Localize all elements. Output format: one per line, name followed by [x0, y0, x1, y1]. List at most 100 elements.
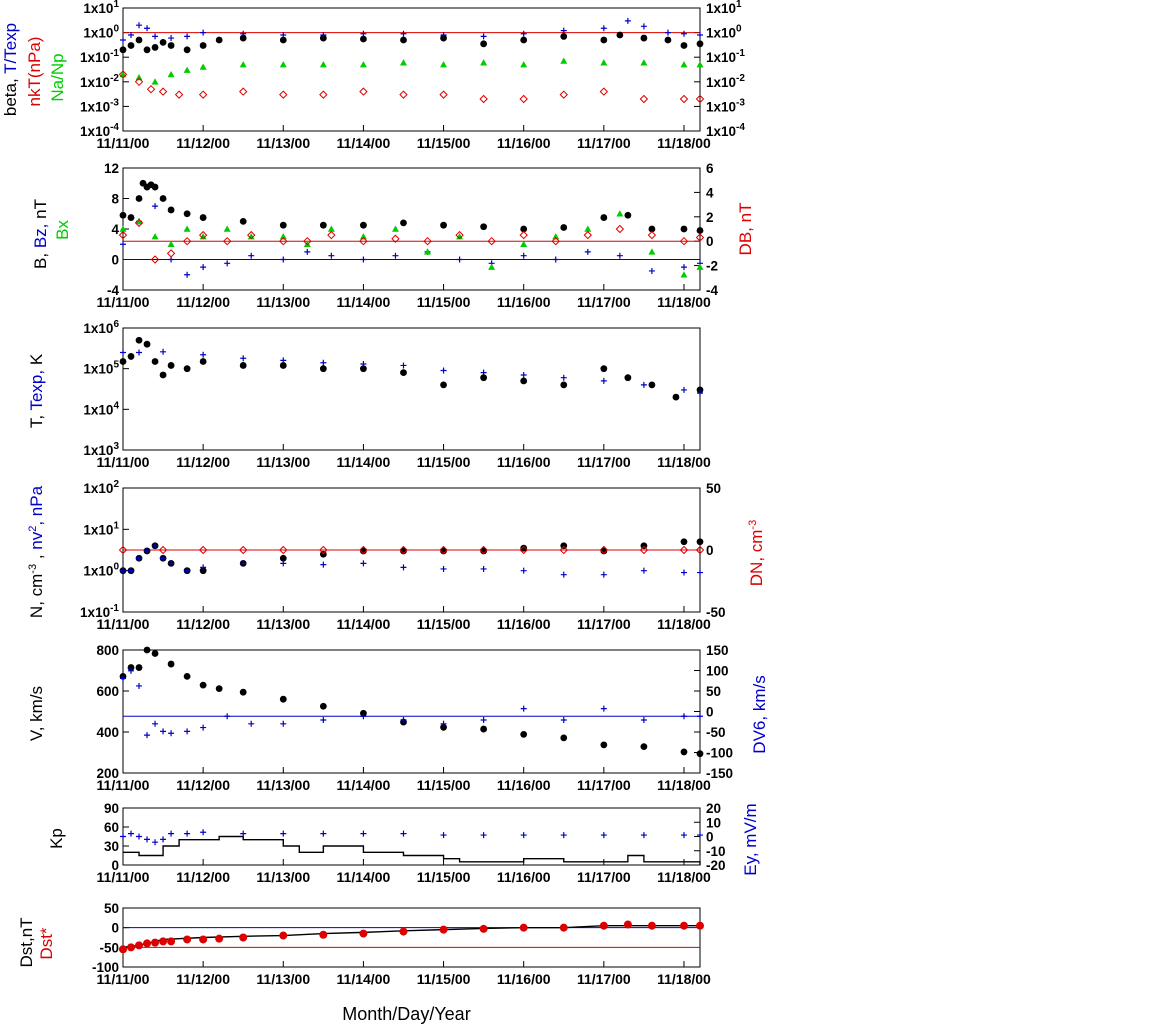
data-point-p5-1 [360, 713, 367, 720]
data-point-p5-1 [128, 667, 135, 674]
ylabel-right-part: DV6, km/s [750, 675, 769, 753]
xtick-label: 11/17/00 [577, 454, 631, 470]
data-point-p1-3 [198, 90, 208, 99]
data-point-p5-0 [135, 664, 143, 671]
data-point-p6-1 [136, 833, 143, 840]
data-point-p2-1 [552, 256, 559, 263]
ytick-label-right: -50 [706, 605, 726, 620]
data-point-p1-0 [167, 42, 175, 49]
data-point-p2-0 [696, 227, 704, 234]
xtick-label: 11/12/00 [176, 971, 230, 987]
ytick-label-left: -100 [92, 960, 119, 975]
data-point-p1-0 [119, 46, 127, 54]
data-point-p2-1 [200, 264, 207, 271]
data-point-p1-2 [640, 59, 648, 66]
data-point-p2-0 [151, 183, 159, 191]
data-point-p3-0 [360, 365, 367, 373]
ylabel-left-part: Bz, [31, 219, 50, 248]
data-point-p7-1 [399, 927, 408, 936]
data-point-p2-2 [584, 225, 592, 232]
data-point-p6-1 [144, 836, 151, 843]
data-point-p1-1 [480, 33, 487, 40]
data-point-p4-1 [480, 565, 487, 572]
data-point-p1-3 [679, 94, 689, 104]
data-point-p5-1 [152, 720, 159, 727]
xtick-label: 11/17/00 [577, 135, 631, 151]
ylabel-right-part: DB, nT [736, 203, 755, 256]
ytick-label-right: 50 [706, 481, 721, 496]
series-line-p6-0 [123, 835, 701, 865]
data-point-p2-2 [247, 233, 255, 240]
data-point-p4-0 [640, 542, 648, 550]
data-point-p2-3 [247, 230, 256, 240]
data-point-p1-0 [360, 35, 367, 43]
data-point-p2-3 [182, 236, 192, 246]
data-point-p2-3 [303, 236, 312, 246]
data-point-p4-2 [359, 545, 368, 555]
data-point-p1-2 [135, 73, 143, 81]
data-point-p1-0 [199, 42, 207, 49]
data-point-p1-0 [279, 36, 287, 44]
ytick-label-left: 200 [96, 766, 119, 781]
data-point-p3-0 [560, 381, 568, 389]
data-point-p7-1 [599, 921, 608, 930]
data-point-p7-1 [519, 923, 528, 932]
ytick-label-right: 0 [706, 705, 714, 720]
ytick-label-right: 100 [706, 664, 729, 679]
data-point-p6-1 [200, 829, 207, 836]
data-point-p4-2 [158, 545, 168, 555]
xtick-label: 11/18/00 [657, 294, 711, 310]
data-point-p4-2 [679, 545, 689, 555]
data-point-p2-3 [222, 236, 232, 246]
data-point-p5-0 [696, 750, 704, 758]
data-point-p1-2 [440, 61, 448, 68]
data-point-p2-3 [327, 230, 336, 240]
data-point-p4-1 [680, 569, 687, 576]
data-point-p7-1 [479, 924, 488, 933]
data-point-p4-2 [279, 545, 288, 555]
ytick-label-left: 1x101 [83, 0, 119, 16]
ytick-label-right: 0 [706, 543, 714, 558]
data-point-p2-1 [304, 248, 311, 255]
data-point-p5-0 [520, 730, 528, 738]
data-point-p1-2 [520, 61, 528, 68]
data-point-p2-0 [135, 195, 143, 202]
data-point-p5-0 [480, 725, 488, 733]
ylabel-left: B, Bz, nT [31, 199, 50, 269]
plot-frame-p6 [122, 807, 701, 866]
ylabel-left-3-part: Na/Np [48, 53, 67, 101]
ytick-label-left: -4 [107, 283, 119, 298]
data-point-p7-1 [151, 938, 160, 947]
data-point-p2-1 [520, 252, 527, 259]
data-point-p4-1 [320, 561, 327, 568]
data-point-p4-0 [319, 550, 327, 558]
data-point-p1-2 [480, 59, 488, 66]
data-point-p1-0 [239, 34, 247, 42]
data-point-p5-0 [440, 723, 447, 731]
data-point-p2-3 [150, 255, 160, 264]
data-point-p3-0 [480, 374, 488, 382]
ytick-label-left: 8 [111, 192, 119, 207]
xtick-label: 11/13/00 [256, 777, 310, 793]
xtick-label: 11/17/00 [577, 869, 631, 885]
ytick-label-left: 1x100 [83, 24, 119, 41]
data-point-p6-1 [280, 830, 287, 837]
data-point-p5-1 [184, 728, 191, 735]
data-point-p4-2 [198, 545, 208, 555]
data-point-p3-0 [279, 362, 287, 369]
data-point-p1-1 [624, 17, 631, 24]
ytick-label-left: 1x105 [83, 360, 119, 377]
data-point-p4-1 [144, 547, 151, 554]
data-point-p1-3 [158, 87, 168, 96]
ytick-label-left: 1x106 [83, 319, 119, 336]
ylabel-left: V, km/s [27, 686, 46, 741]
data-point-p2-1 [680, 264, 687, 271]
data-point-p2-2 [327, 225, 335, 232]
data-point-p7-1 [359, 929, 368, 938]
ytick-label-left: 12 [104, 161, 119, 176]
data-point-p3-0 [167, 362, 175, 369]
data-point-p2-0 [480, 223, 488, 231]
xtick-label: 11/11/00 [97, 616, 150, 632]
data-point-p2-2 [552, 233, 560, 240]
